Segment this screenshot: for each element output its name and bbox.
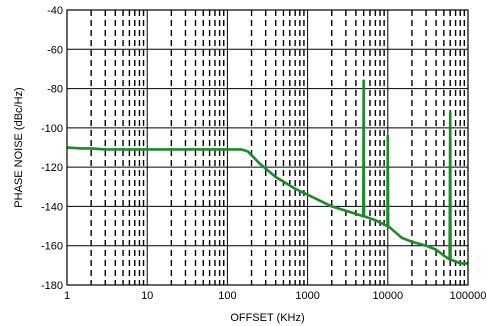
- phase-noise-series-line: [66, 79, 468, 265]
- y-tick-label: -180: [41, 280, 63, 292]
- x-tick-label: 1000: [295, 290, 319, 302]
- x-tick-label: 10: [141, 290, 153, 302]
- y-tick-label: -120: [41, 162, 63, 174]
- x-tick-labels: 1 10 100 1000 10000 100000: [64, 290, 486, 302]
- series-layer: [66, 79, 468, 265]
- grid: [66, 9, 469, 286]
- y-tick-label: -160: [41, 241, 63, 253]
- y-axis-label: PHASE NOISE (dBc/Hz): [13, 87, 25, 207]
- x-tick-label: 10000: [373, 290, 404, 302]
- y-tick-labels: -180 -160 -140 -120 -100 -80 -60 -40: [41, 5, 63, 292]
- x-tick-label: 100000: [450, 290, 487, 302]
- y-tick-label: -60: [47, 44, 63, 56]
- y-tick-label: -100: [41, 123, 63, 135]
- x-tick-label: 1: [64, 290, 70, 302]
- x-tick-label: 100: [218, 290, 236, 302]
- y-tick-label: -40: [47, 5, 63, 17]
- y-tick-label: -80: [47, 84, 63, 96]
- y-tick-label: -140: [41, 201, 63, 213]
- x-axis-label: OFFSET (KHz): [230, 312, 304, 324]
- plot-frame: [66, 9, 469, 286]
